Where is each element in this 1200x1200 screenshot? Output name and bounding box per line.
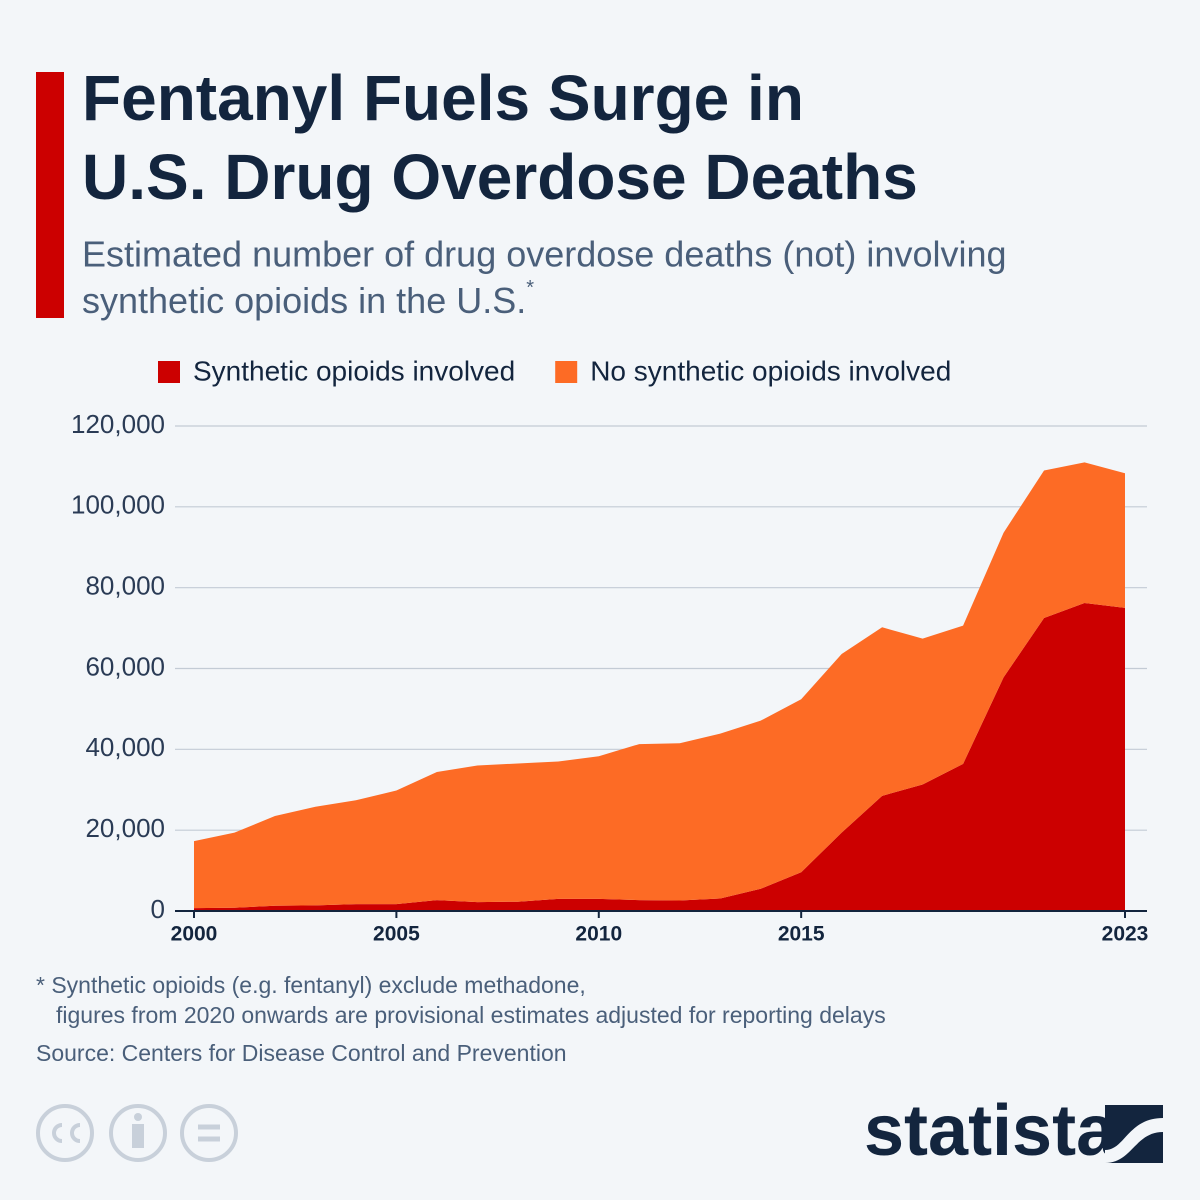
nd-icon xyxy=(180,1104,238,1162)
brand-icon-wave xyxy=(1105,1118,1163,1163)
by-glyph xyxy=(132,1124,144,1148)
subtitle-line: synthetic opioids in the U.S. xyxy=(82,280,526,321)
y-tick-label: 100,000 xyxy=(71,490,165,520)
x-tick-label: 2010 xyxy=(575,923,622,946)
accent-bar xyxy=(36,72,64,318)
legend-swatch xyxy=(555,361,578,383)
y-tick-label: 0 xyxy=(151,894,165,924)
y-tick-label: 120,000 xyxy=(71,409,165,439)
subtitle-marker: * xyxy=(526,277,534,299)
area xyxy=(194,603,1125,911)
by-glyph xyxy=(134,1113,142,1121)
legend-swatch xyxy=(158,361,180,383)
y-tick-label: 20,000 xyxy=(85,813,165,843)
chart-subtitle: synthetic opioids in the U.S.* xyxy=(82,277,534,320)
y-tick-label: 60,000 xyxy=(85,651,165,681)
x-tick-label: 2005 xyxy=(373,923,420,946)
source: Source: Centers for Disease Control and … xyxy=(36,1040,567,1066)
y-tick-label: 40,000 xyxy=(85,732,165,762)
cc-icon xyxy=(36,1104,94,1162)
x-tick-label: 2000 xyxy=(171,923,218,946)
by-icon xyxy=(109,1104,167,1162)
chart-subtitle: Estimated number of drug overdose deaths… xyxy=(82,234,1007,275)
legend-label: No synthetic opioids involved xyxy=(590,355,951,386)
footnote: figures from 2020 onwards are provisiona… xyxy=(56,1002,886,1028)
nd-glyph xyxy=(198,1124,220,1142)
brand-logo: statista xyxy=(864,1091,1117,1171)
chart-title: U.S. Drug Overdose Deaths xyxy=(82,141,918,213)
chart-title: Fentanyl Fuels Surge in xyxy=(82,62,804,134)
brand-icon xyxy=(1105,1105,1163,1163)
x-tick-label: 2023 xyxy=(1102,923,1149,946)
y-tick-label: 80,000 xyxy=(85,571,165,601)
x-tick-label: 2015 xyxy=(778,923,825,946)
area xyxy=(194,462,1125,909)
legend-label: Synthetic opioids involved xyxy=(193,355,515,386)
cc-glyph xyxy=(52,1123,81,1143)
footnote: * Synthetic opioids (e.g. fentanyl) excl… xyxy=(36,972,586,998)
license-icons xyxy=(36,1104,238,1162)
